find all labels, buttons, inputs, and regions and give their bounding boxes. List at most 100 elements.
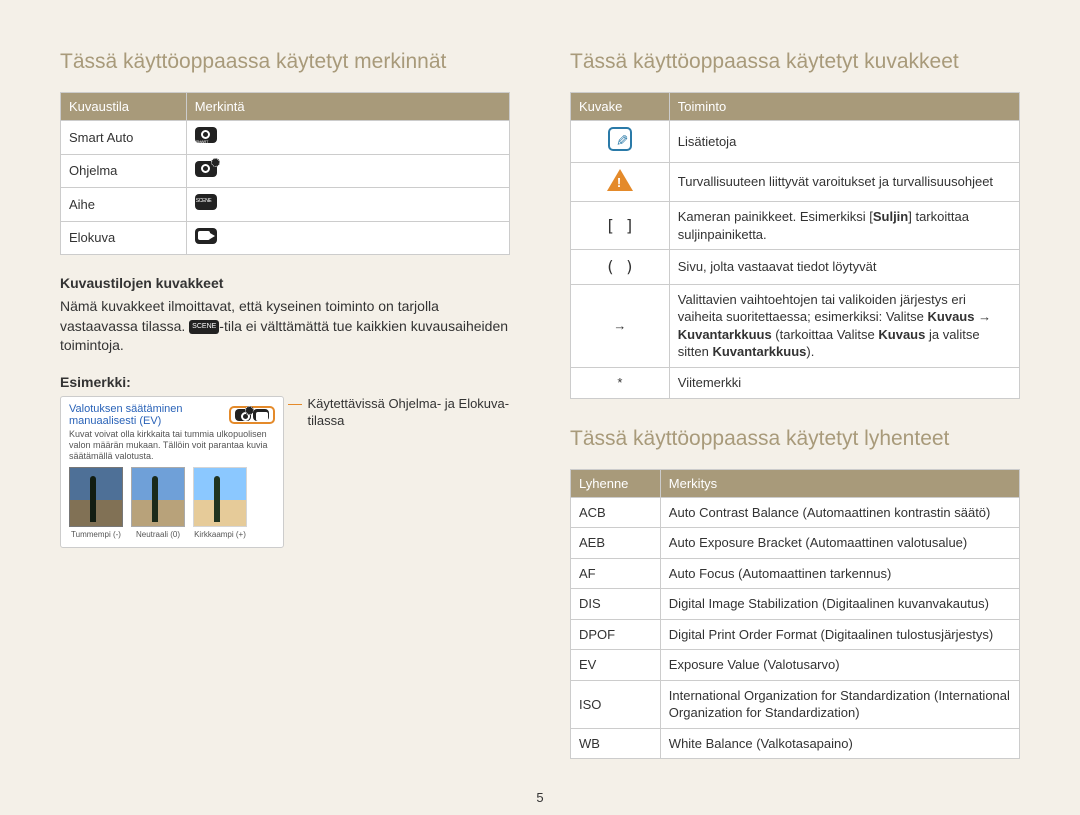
camera-gear-icon (235, 409, 251, 421)
abbr-table: Lyhenne Merkitys ACBAuto Contrast Balanc… (570, 469, 1020, 760)
mode-icon-cell (186, 121, 509, 155)
abbr-th-meaning: Merkitys (660, 469, 1019, 497)
abbr: EV (571, 650, 661, 681)
abbr-meaning: White Balance (Valkotasapaino) (660, 728, 1019, 759)
mode-icon-cell (186, 221, 509, 255)
icons-th-icon: Kuvake (571, 93, 670, 121)
mode-label: Smart Auto (61, 121, 187, 155)
example-caption: Kuvat voivat olla kirkkaita tai tummia u… (69, 429, 275, 461)
table-row: DPOFDigital Print Order Format (Digitaal… (571, 619, 1020, 650)
table-row: Smart Auto (61, 121, 510, 155)
icon-desc: Kameran painikkeet. Esimerkiksi [Suljin]… (669, 202, 1019, 250)
table-row: AFAuto Focus (Automaattinen tarkennus) (571, 558, 1020, 589)
mode-icon-cell (186, 188, 509, 222)
example-label: Esimerkki: (60, 374, 510, 390)
modes-table: Kuvaustila Merkintä Smart Auto Ohjelma A… (60, 92, 510, 255)
thumb-label: Neutraali (0) (131, 530, 185, 539)
table-row: ACBAuto Contrast Balance (Automaattinen … (571, 497, 1020, 528)
abbr: ACB (571, 497, 661, 528)
camera-smart-icon (195, 127, 217, 143)
abbr-meaning: Digital Image Stabilization (Digitaaline… (660, 589, 1019, 620)
abbr-th-abbr: Lyhenne (571, 469, 661, 497)
modes-th-mark: Merkintä (186, 93, 509, 121)
left-column: Tässä käyttöoppaassa käytetyt merkinnät … (60, 50, 510, 779)
modes-th-mode: Kuvaustila (61, 93, 187, 121)
table-row: ISOInternational Organization for Standa… (571, 680, 1020, 728)
abbr-meaning: International Organization for Standardi… (660, 680, 1019, 728)
example-pointer-text: Käytettävissä Ohjelma- ja Elokuva-tilass… (294, 396, 510, 430)
abbr: DIS (571, 589, 661, 620)
camera-gear-icon (195, 161, 217, 177)
info-icon (608, 127, 632, 151)
asterisk-icon: * (617, 375, 622, 390)
example-row: Valotuksen säätäminen manuaalisesti (EV)… (60, 396, 510, 548)
abbr-meaning: Exposure Value (Valotusarvo) (660, 650, 1019, 681)
thumb: Neutraali (0) (131, 467, 185, 539)
parentheses-icon: ( ) (605, 257, 634, 276)
page-number: 5 (536, 790, 543, 805)
subheading-modes-icons: Kuvaustilojen kuvakkeet (60, 275, 510, 291)
example-mode-icons (229, 406, 275, 424)
table-row: Turvallisuuteen liittyvät varoitukset ja… (571, 162, 1020, 202)
table-row: ( ) Sivu, jolta vastaavat tiedot löytyvä… (571, 250, 1020, 285)
body-text: Nämä kuvakkeet ilmoittavat, että kyseine… (60, 297, 510, 356)
table-row: Ohjelma (61, 154, 510, 188)
thumb: Kirkkaampi (+) (193, 467, 247, 539)
abbr: AEB (571, 528, 661, 559)
thumb-label: Kirkkaampi (+) (193, 530, 247, 539)
example-title: Valotuksen säätäminen manuaalisesti (EV) (69, 403, 229, 427)
mode-icon-cell (186, 154, 509, 188)
icon-desc: Lisätietoja (669, 121, 1019, 163)
txt-bold: Kuvaus (878, 327, 925, 342)
txt: (tarkoittaa Valitse (772, 327, 879, 342)
thumb: Tummempi (-) (69, 467, 123, 539)
abbr: WB (571, 728, 661, 759)
arrow-icon: → (613, 318, 626, 333)
mode-label: Ohjelma (61, 154, 187, 188)
abbr-meaning: Auto Focus (Automaattinen tarkennus) (660, 558, 1019, 589)
txt: Valittavien vaihtoehtojen tai valikoiden… (678, 292, 966, 325)
video-icon (195, 228, 217, 244)
icon-desc: Turvallisuuteen liittyvät varoitukset ja… (669, 162, 1019, 202)
abbr: ISO (571, 680, 661, 728)
example-thumbs: Tummempi (-) Neutraali (0) Kirkkaampi (+… (69, 467, 275, 539)
abbr-meaning: Auto Contrast Balance (Automaattinen kon… (660, 497, 1019, 528)
table-row: Elokuva (61, 221, 510, 255)
icon-desc: Sivu, jolta vastaavat tiedot löytyvät (669, 250, 1019, 285)
mode-label: Aihe (61, 188, 187, 222)
table-row: Aihe (61, 188, 510, 222)
video-icon (253, 409, 269, 421)
icon-desc: Viitemerkki (669, 367, 1019, 398)
example-title-row: Valotuksen säätäminen manuaalisesti (EV) (69, 403, 275, 427)
left-heading: Tässä käyttöoppaassa käytetyt merkinnät (60, 50, 510, 74)
txt-bold: Kuvantarkkuus (678, 327, 772, 342)
txt: ). (806, 344, 814, 359)
warning-icon (607, 169, 633, 191)
icons-th-func: Toiminto (669, 93, 1019, 121)
table-row: [ ] Kameran painikkeet. Esimerkiksi [Sul… (571, 202, 1020, 250)
thumb-img (131, 467, 185, 527)
scene-icon (195, 194, 217, 210)
icons-table: Kuvake Toiminto Lisätietoja Turvallisuut… (570, 92, 1020, 399)
abbr: DPOF (571, 619, 661, 650)
square-brackets-icon: [ ] (605, 216, 634, 235)
txt: Kameran painikkeet. Esimerkiksi [ (678, 209, 873, 224)
txt-bold: Suljin (873, 209, 908, 224)
example-box: Valotuksen säätäminen manuaalisesti (EV)… (60, 396, 284, 548)
table-row: * Viitemerkki (571, 367, 1020, 398)
thumb-img (193, 467, 247, 527)
inline-scene-icon: SCENE (189, 320, 219, 334)
table-row: EVExposure Value (Valotusarvo) (571, 650, 1020, 681)
abbr: AF (571, 558, 661, 589)
table-row: WBWhite Balance (Valkotasapaino) (571, 728, 1020, 759)
table-row: → Valittavien vaihtoehtojen tai valikoid… (571, 284, 1020, 367)
abbr-meaning: Auto Exposure Bracket (Automaattinen val… (660, 528, 1019, 559)
table-row: Lisätietoja (571, 121, 1020, 163)
table-row: DISDigital Image Stabilization (Digitaal… (571, 589, 1020, 620)
right-icons-heading: Tässä käyttöoppaassa käytetyt kuvakkeet (570, 50, 1020, 74)
right-abbr-heading: Tässä käyttöoppaassa käytetyt lyhenteet (570, 427, 1020, 451)
abbr-meaning: Digital Print Order Format (Digitaalinen… (660, 619, 1019, 650)
right-column: Tässä käyttöoppaassa käytetyt kuvakkeet … (570, 50, 1020, 779)
thumb-img (69, 467, 123, 527)
table-row: AEBAuto Exposure Bracket (Automaattinen … (571, 528, 1020, 559)
